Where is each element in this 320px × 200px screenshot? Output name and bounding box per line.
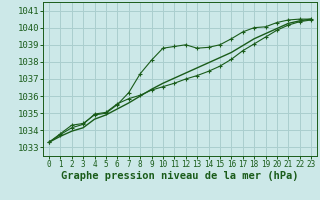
X-axis label: Graphe pression niveau de la mer (hPa): Graphe pression niveau de la mer (hPa) [61, 171, 299, 181]
